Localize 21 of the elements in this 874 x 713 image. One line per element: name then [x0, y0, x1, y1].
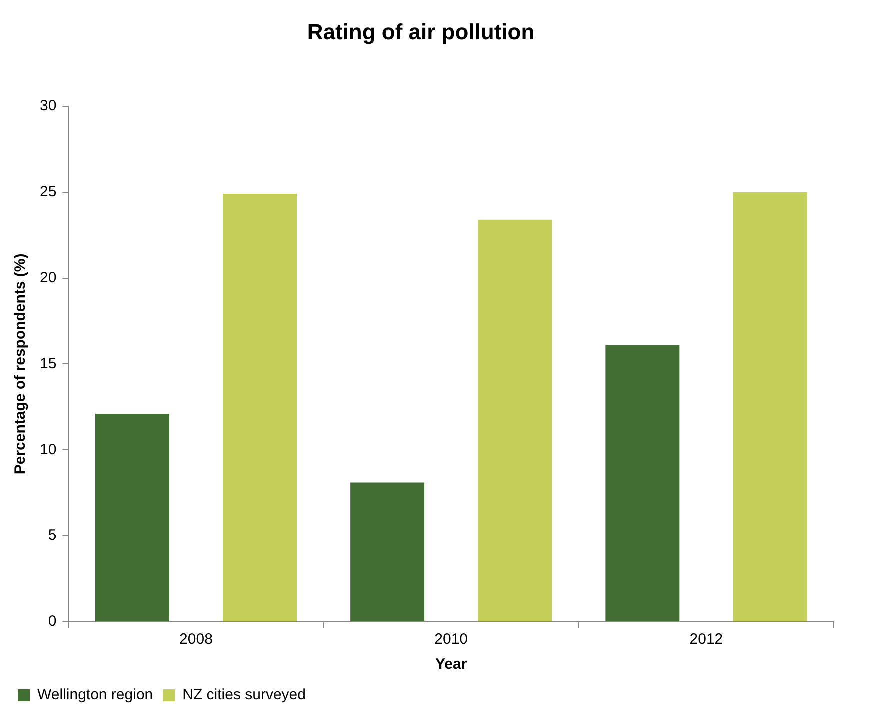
legend-label: Wellington region [38, 686, 154, 704]
y-tick-label: 30 [40, 98, 57, 115]
x-tick-label: 2010 [434, 631, 468, 648]
y-tick-label: 0 [48, 613, 57, 630]
x-tick-label: 2008 [180, 631, 213, 648]
x-tick-label: 2012 [690, 631, 724, 648]
bar [606, 345, 680, 622]
x-axis-title: Year [435, 656, 468, 674]
y-tick-label: 20 [40, 269, 57, 286]
y-tick-label: 25 [40, 183, 57, 200]
y-tick-label: 5 [48, 527, 57, 544]
bar [350, 482, 425, 622]
bar [223, 194, 298, 622]
bar [733, 192, 808, 622]
bar [95, 414, 170, 622]
chart-title: Rating of air pollution [307, 19, 535, 44]
y-axis-title: Percentage of respondents (%) [12, 254, 30, 475]
y-tick-label: 10 [40, 441, 57, 458]
y-tick-label: 15 [40, 355, 57, 372]
bar [478, 220, 552, 622]
legend-label: NZ cities surveyed [182, 686, 306, 704]
